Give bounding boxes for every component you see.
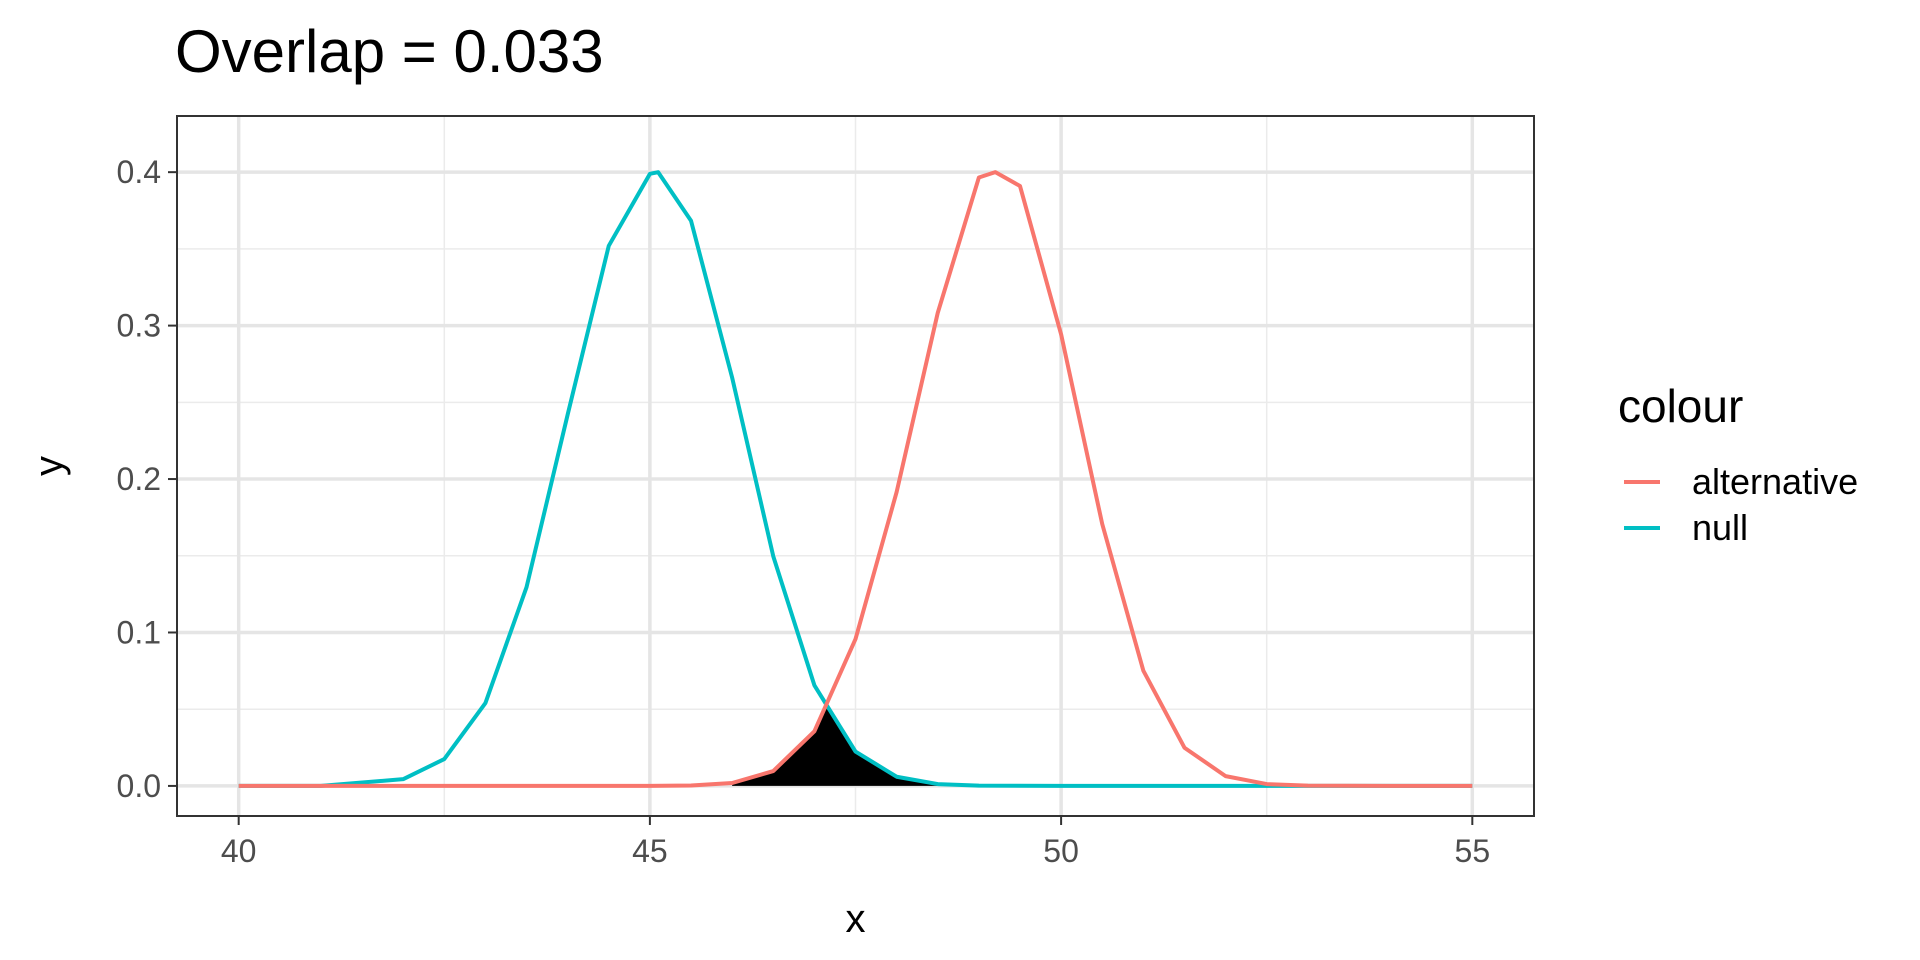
overlap-area bbox=[732, 704, 938, 786]
y-tick-label: 0.2 bbox=[117, 461, 161, 497]
minor-gridlines bbox=[177, 116, 1534, 816]
x-tick-label: 40 bbox=[221, 833, 257, 869]
y-tick-label: 0.0 bbox=[117, 768, 161, 804]
y-tick-label: 0.3 bbox=[117, 308, 161, 344]
series-lines bbox=[238, 170, 1473, 788]
y-tick-label: 0.4 bbox=[117, 154, 161, 190]
legend-title: colour bbox=[1618, 380, 1743, 432]
legend-label-alternative: alternative bbox=[1692, 461, 1858, 502]
x-tick-label: 55 bbox=[1455, 833, 1491, 869]
plot-panel-border bbox=[176, 115, 1535, 817]
legend: colour alternative null bbox=[1618, 380, 1858, 548]
x-tick-label: 45 bbox=[632, 833, 668, 869]
x-axis-title: x bbox=[846, 897, 866, 941]
legend-label-null: null bbox=[1692, 507, 1748, 548]
y-axis: 0.0 0.1 0.2 0.3 0.4 bbox=[117, 154, 177, 804]
series-line-alternative bbox=[238, 170, 1473, 788]
chart-title: Overlap = 0.033 bbox=[175, 18, 604, 85]
y-tick-label: 0.1 bbox=[117, 614, 161, 650]
y-axis-title: y bbox=[27, 456, 71, 476]
x-tick-label: 50 bbox=[1043, 833, 1079, 869]
x-axis: 40 45 50 55 bbox=[221, 816, 1490, 869]
series-line-null bbox=[238, 170, 1473, 788]
